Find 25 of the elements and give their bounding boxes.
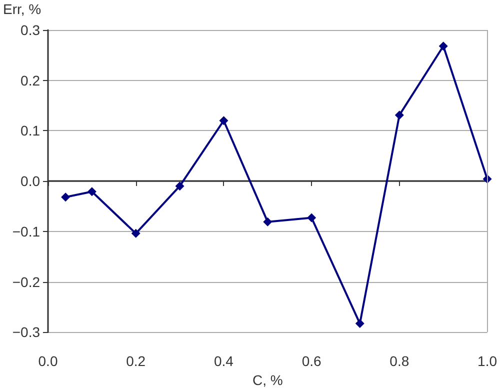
- y-tick-label: −0.2: [12, 274, 40, 290]
- point: [438, 42, 448, 51]
- point: [61, 192, 70, 202]
- point: [394, 110, 404, 120]
- y-tick-label: 0.1: [20, 122, 40, 139]
- point: [219, 116, 228, 126]
- text: 0.0: [38, 353, 58, 370]
- point: [355, 319, 364, 328]
- point: [131, 228, 140, 238]
- y-tick-label: 0.3: [20, 22, 40, 38]
- x-tick-label: 0.8: [390, 353, 410, 370]
- point: [87, 187, 96, 196]
- text: 0.0: [20, 173, 40, 190]
- x-tick-label: 0.2: [126, 353, 146, 370]
- y-tick-label: 0.2: [20, 72, 40, 88]
- y-tick-label: −0.1: [12, 223, 40, 240]
- text: 1.0: [478, 353, 498, 370]
- y-tick-label: −0.3: [12, 324, 40, 340]
- point: [175, 182, 184, 191]
- point: [307, 213, 316, 222]
- point: [263, 217, 272, 226]
- x-tick-label: 0.4: [214, 353, 234, 370]
- y-axis-title: Err, %: [3, 1, 42, 17]
- x-tick-label: 0.6: [302, 353, 322, 370]
- x-axis-title: C, %: [252, 372, 283, 388]
